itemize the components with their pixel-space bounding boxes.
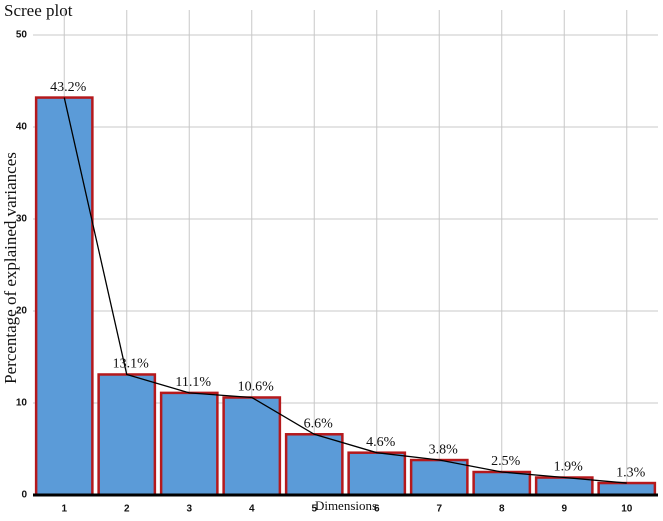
bar [597, 481, 657, 497]
y-tick-label: 0 [21, 490, 27, 501]
value-label: 13.1% [113, 357, 150, 372]
bar [409, 458, 469, 497]
value-label: 43.2% [50, 80, 87, 95]
y-tick-label: 10 [16, 398, 28, 409]
y-tick-label: 20 [16, 306, 28, 317]
bar [472, 470, 532, 497]
bar [284, 433, 344, 497]
value-label: 2.5% [491, 454, 521, 469]
bar [34, 96, 94, 497]
y-tick-label: 30 [16, 214, 28, 225]
value-label: 3.8% [429, 442, 459, 457]
value-label: 1.3% [616, 465, 646, 480]
bar [347, 451, 407, 497]
value-label: 11.1% [175, 375, 211, 390]
x-tick-label: 7 [436, 504, 442, 515]
y-tick-label: 40 [16, 122, 28, 133]
bar [159, 391, 219, 497]
x-axis-label: Dimensions [315, 498, 377, 513]
x-tick-label: 6 [374, 504, 380, 515]
value-label: 4.6% [366, 435, 396, 450]
trend-line [63, 97, 627, 484]
x-tick-label: 4 [249, 504, 255, 515]
bar [97, 373, 157, 497]
chart-title: Scree plot [4, 1, 73, 20]
x-tick-label: 2 [124, 504, 130, 515]
x-tick-label: 8 [499, 504, 505, 515]
x-tick-label: 1 [61, 504, 67, 515]
x-tick-label: 10 [621, 504, 633, 515]
bar [534, 476, 594, 497]
bar [222, 396, 282, 497]
y-tick-label: 50 [16, 30, 28, 41]
x-tick-label: 5 [311, 504, 317, 515]
x-tick-label: 9 [561, 504, 567, 515]
x-tick-label: 3 [186, 504, 192, 515]
value-label: 1.9% [554, 460, 584, 475]
value-label: 6.6% [304, 416, 334, 431]
value-label: 10.6% [238, 380, 275, 395]
y-axis-label: Percentage of explained variances [1, 152, 20, 384]
